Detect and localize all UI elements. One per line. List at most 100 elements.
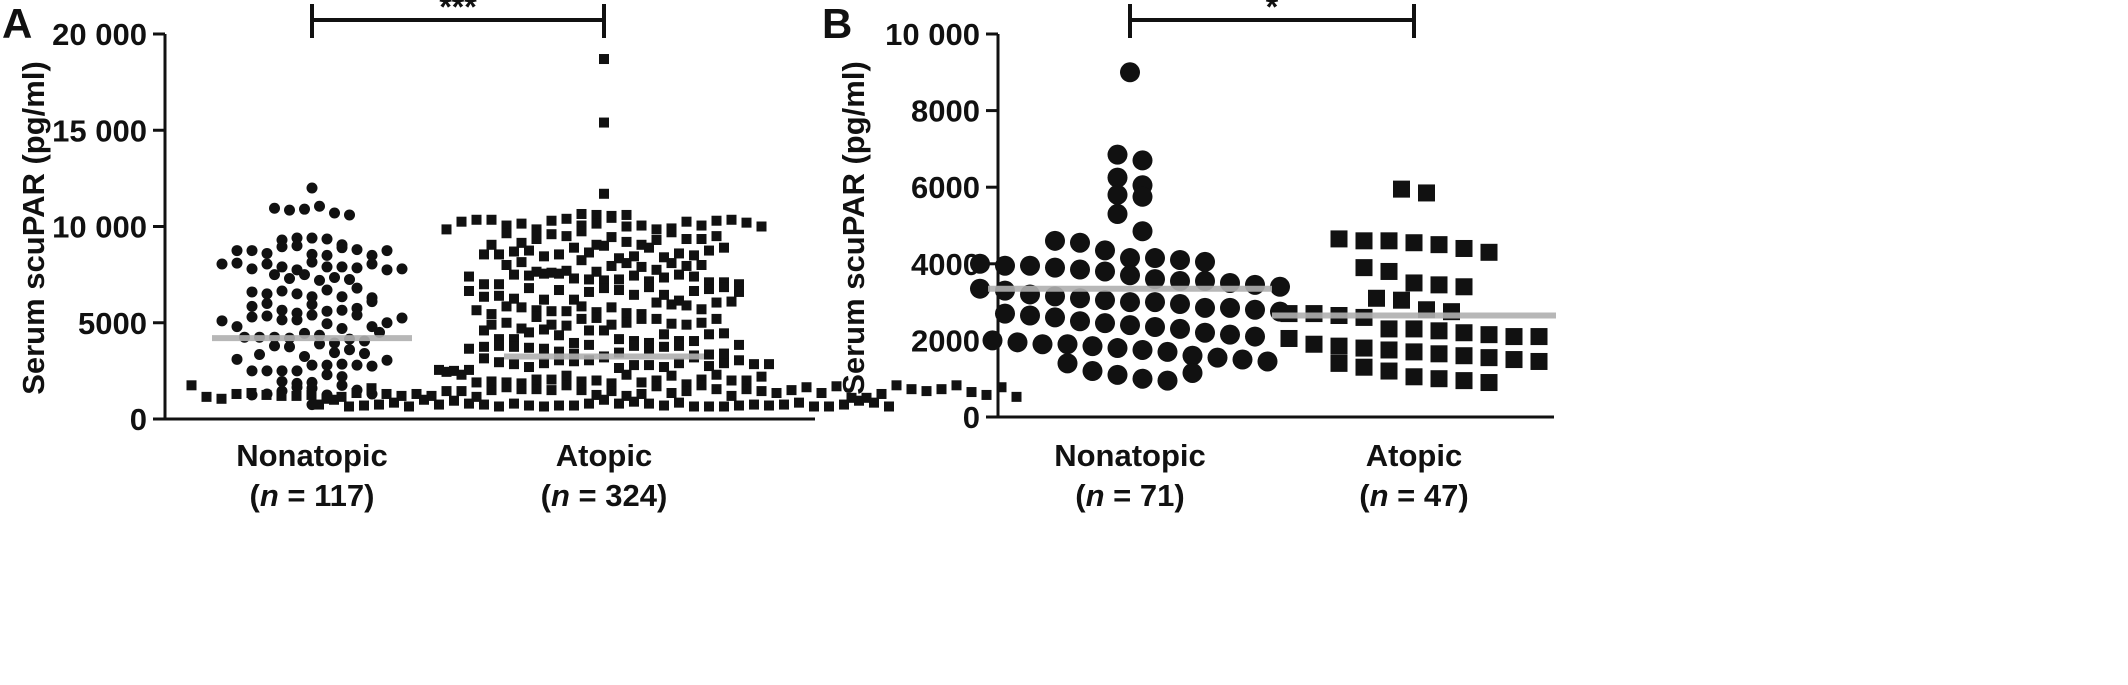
data-point xyxy=(1405,274,1423,292)
data-point xyxy=(674,358,684,369)
data-point xyxy=(494,290,504,301)
data-point xyxy=(366,360,378,372)
data-point xyxy=(1157,370,1178,391)
data-point xyxy=(1107,364,1128,385)
data-point xyxy=(756,371,767,382)
data-point xyxy=(306,389,317,400)
data-point xyxy=(486,239,497,250)
data-point xyxy=(726,390,737,401)
data-point xyxy=(569,273,579,284)
data-point xyxy=(201,391,212,402)
data-point xyxy=(906,384,917,395)
data-point xyxy=(246,245,258,257)
data-point xyxy=(509,334,519,345)
data-point xyxy=(216,315,228,327)
data-point xyxy=(786,385,797,396)
data-point xyxy=(539,251,549,262)
data-point xyxy=(704,349,714,360)
data-point xyxy=(231,245,243,257)
data-point xyxy=(711,313,722,324)
data-point xyxy=(351,388,362,399)
data-point xyxy=(1057,353,1078,374)
data-point xyxy=(509,359,519,370)
data-point xyxy=(591,218,602,229)
panel-a-n-label-nonatopic: (n = 117) xyxy=(250,478,375,513)
data-point xyxy=(681,216,692,227)
data-point xyxy=(539,358,549,369)
data-point xyxy=(554,268,564,279)
data-point xyxy=(1430,276,1448,294)
panel-b-letter: B xyxy=(822,0,852,47)
data-point xyxy=(1355,339,1373,357)
data-point xyxy=(1455,347,1473,365)
data-point xyxy=(591,389,602,400)
data-point xyxy=(982,330,1003,351)
data-point xyxy=(651,234,662,245)
data-point xyxy=(539,268,549,279)
data-point xyxy=(501,220,512,231)
data-point xyxy=(681,260,692,271)
data-point xyxy=(606,386,617,397)
data-point xyxy=(366,296,378,308)
data-point xyxy=(479,291,489,302)
data-point xyxy=(644,242,654,253)
data-point xyxy=(741,217,752,228)
data-point xyxy=(539,324,549,335)
data-point xyxy=(689,401,699,412)
data-point xyxy=(1430,322,1448,340)
data-point xyxy=(636,239,647,250)
data-point xyxy=(1132,368,1153,389)
data-point xyxy=(314,399,324,410)
data-point xyxy=(284,272,295,284)
data-point xyxy=(614,398,624,409)
data-point xyxy=(629,289,639,300)
data-point xyxy=(719,358,729,369)
data-point xyxy=(561,370,572,381)
data-point xyxy=(486,385,497,396)
data-point xyxy=(681,319,692,330)
data-point xyxy=(599,117,609,128)
data-point xyxy=(569,242,579,253)
data-point xyxy=(486,319,497,330)
data-point xyxy=(966,387,977,398)
data-point xyxy=(381,354,393,366)
data-point xyxy=(764,359,774,370)
panel-b-category-label-nonatopic: Nonatopic xyxy=(1054,438,1206,473)
data-point xyxy=(831,381,842,392)
data-point xyxy=(606,212,617,223)
data-point xyxy=(366,321,378,333)
y-tick-label: 0 xyxy=(963,400,980,435)
y-tick-label: 4000 xyxy=(911,247,980,282)
data-point xyxy=(351,282,363,294)
data-point xyxy=(696,260,707,270)
data-point xyxy=(411,388,422,399)
panel-a-n-label-atopic: (n = 324) xyxy=(541,478,668,513)
data-point xyxy=(861,392,872,403)
data-point xyxy=(419,394,429,405)
data-point xyxy=(501,317,512,328)
data-point xyxy=(614,362,624,373)
data-point xyxy=(441,366,452,377)
panel-a-y-axis-label: Serum scuPAR (pg/ml) xyxy=(16,61,51,395)
data-point xyxy=(306,232,318,244)
data-point xyxy=(254,349,265,361)
data-point xyxy=(479,249,489,260)
data-point xyxy=(1505,328,1523,346)
data-point xyxy=(1120,62,1140,83)
data-point xyxy=(471,391,482,402)
data-point xyxy=(516,384,527,395)
data-point xyxy=(666,318,677,329)
data-point xyxy=(704,284,714,295)
data-point xyxy=(539,401,549,412)
data-point xyxy=(629,270,639,281)
data-point xyxy=(524,327,534,338)
data-point xyxy=(351,262,363,274)
data-point xyxy=(321,359,333,371)
data-point xyxy=(734,339,744,350)
data-point xyxy=(1120,292,1140,313)
data-point xyxy=(1070,232,1090,253)
data-point xyxy=(314,338,325,350)
data-point xyxy=(576,385,587,396)
data-point xyxy=(336,358,348,370)
data-point xyxy=(696,374,707,385)
